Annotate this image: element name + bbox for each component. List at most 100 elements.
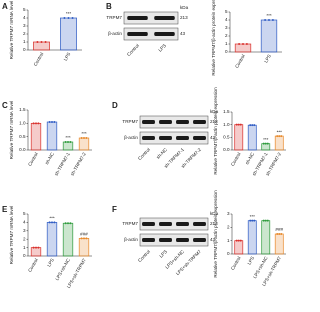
data-dot [69,222,72,225]
panel-letter: F [112,205,117,214]
data-dot [237,239,240,242]
y-tick-label: 5 [23,211,26,216]
data-dot [271,19,274,21]
blot-band [127,32,148,36]
y-tick-label: 3 [23,228,26,233]
y-tick-label: 5 [225,9,228,14]
y-tick-label: 0 [23,47,26,52]
y-tick-label: 1.5 [19,107,26,112]
significance: *** [277,129,283,134]
lane-label: Control [126,43,140,57]
x-tick-label: Control [230,152,242,167]
panel-letter: D [112,101,118,110]
kda-header: kDa [180,5,189,10]
data-dot [251,219,254,222]
kda-value: 43 [180,31,186,36]
kda-value: 43 [210,237,216,242]
data-dot [35,122,37,125]
kda-value: 213 [210,119,218,124]
y-tick-label: 2 [23,236,26,241]
blot-frame [139,233,209,247]
figure: A Relative TRPM7 mRNA level 012345Control*… [2,0,286,289]
blot-band [176,120,189,124]
data-dot [280,233,283,235]
blot-band [193,238,206,242]
row-label: TRPM7 [122,221,138,226]
significance: *** [250,214,256,219]
row-label: TRPM7 [106,15,122,20]
y-tick-label: 2 [23,31,26,36]
bar [78,137,90,151]
data-dot [264,19,267,21]
significance: *** [49,216,55,221]
blot-band [154,16,175,20]
blot-frame [139,115,209,129]
bar [46,222,58,257]
data-dot [71,17,74,19]
bar [62,141,74,151]
data-dot [278,233,281,235]
kda-header: kDa [210,109,219,114]
data-dot [32,246,35,249]
panel-letter: A [2,2,8,11]
data-dot [245,43,248,45]
significance: ### [275,227,283,232]
data-dot [249,219,252,222]
data-dot [239,123,242,126]
data-dot [85,237,88,240]
bar [274,233,284,255]
data-dot [266,142,269,145]
blot-band [142,136,155,140]
bar [78,238,90,257]
data-dot [237,123,240,126]
blot-frame [123,27,179,41]
bar [33,41,50,51]
blot-frame [123,11,179,25]
data-dot [44,41,47,43]
data-dot [80,237,83,240]
y-axis-label: Relative TRPM7/β-actin protein expressio… [213,87,218,175]
y-tick-label: 1 [23,245,26,250]
data-dot [37,122,40,125]
x-tick-label: LPS [63,52,72,62]
significance: *** [266,13,272,18]
bar [30,247,42,257]
significance: *** [66,11,72,16]
data-dot [242,43,244,45]
blot-band [176,136,189,140]
data-dot [280,135,283,138]
bar [261,220,271,255]
data-dot [53,221,56,224]
x-tick-label: Control [27,258,39,273]
significance: *** [263,137,269,142]
lane-label: LPS [158,249,168,259]
y-tick-label: 1.5 [223,109,230,114]
blot-frame [139,131,209,145]
blot-band [154,32,175,36]
y-tick-label: 0.5 [223,135,230,140]
data-dot [51,121,53,123]
bar [46,121,58,151]
panel-letter: E [2,205,8,214]
blot-band [142,120,155,124]
y-tick-label: 1.0 [19,121,26,126]
data-dot [262,142,265,145]
x-tick-label: Control [234,54,246,69]
data-dot [40,41,43,43]
data-dot [64,141,67,143]
y-tick-label: 1 [225,41,228,46]
y-axis-label: Relative TRPM7 mRNA level [9,101,14,160]
x-tick-label: sh-NC [244,151,255,165]
blot-band [142,238,155,242]
kda-value: 213 [210,221,218,226]
data-dot [264,219,267,222]
data-dot [249,124,252,127]
kda-value: 213 [180,15,188,20]
panel-letter: C [2,101,8,110]
x-tick-label: sh-NC [44,151,55,165]
y-axis-label: Relative TRPM7 mRNA level [9,1,14,60]
y-tick-label: 3 [227,211,230,216]
blot-band [176,238,189,242]
y-tick-label: 0 [227,251,230,256]
data-dot [67,17,70,19]
